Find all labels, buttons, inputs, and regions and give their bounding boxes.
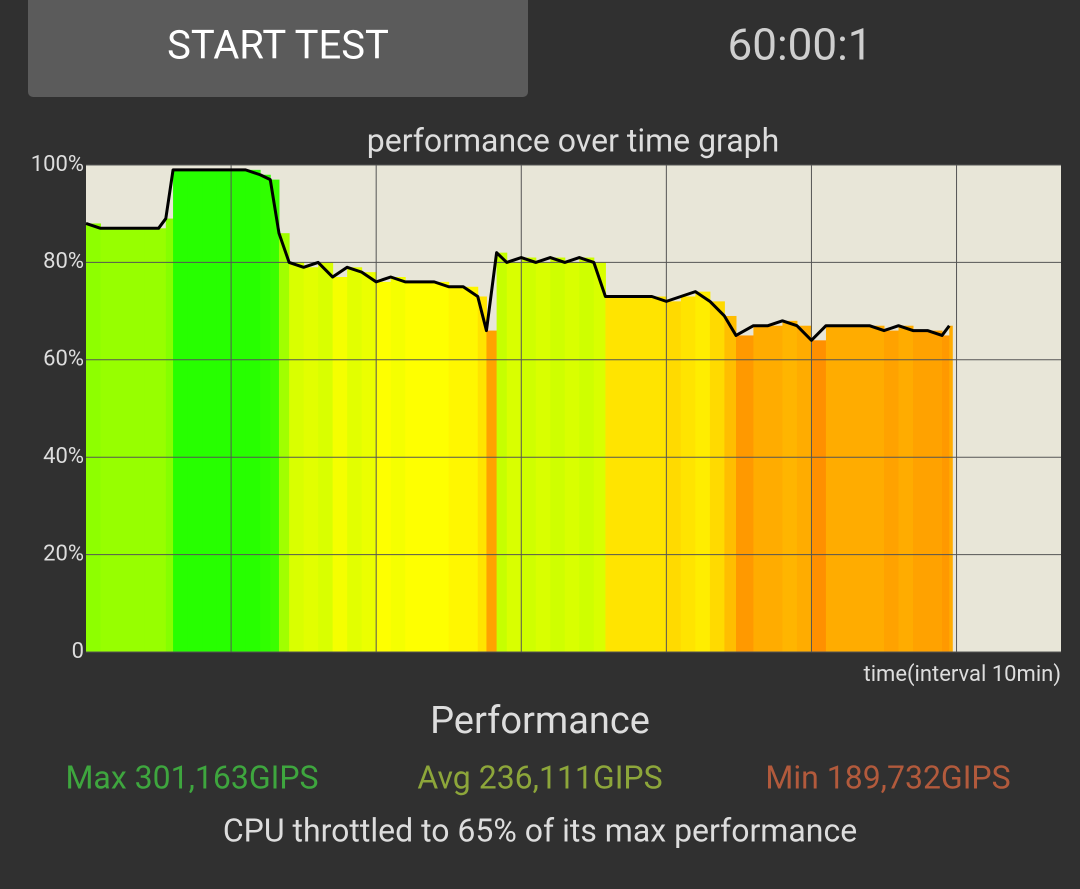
area-stripe: [477, 296, 487, 652]
area-stripe: [376, 281, 392, 652]
area-stripe: [767, 325, 783, 652]
area-stripe: [666, 301, 682, 652]
area-stripe: [463, 286, 479, 652]
area-stripe: [270, 179, 280, 653]
y-tick-label: 80%: [43, 249, 84, 274]
area-stripe: [419, 281, 435, 652]
area-stripe: [486, 330, 498, 652]
area-stripe: [521, 257, 537, 652]
area-stripe: [361, 272, 377, 652]
area-stripe: [913, 330, 929, 652]
area-stripe: [854, 325, 870, 652]
area-stripe: [347, 267, 363, 652]
area-stripe: [303, 267, 319, 652]
area-stripe: [202, 169, 218, 652]
area-stripe: [579, 257, 595, 652]
area-stripe: [753, 325, 769, 652]
area-stripe: [927, 330, 943, 652]
area-stripe: [144, 228, 160, 652]
area-stripe: [680, 296, 696, 652]
area-stripe: [86, 223, 102, 652]
area-stripe: [898, 325, 914, 652]
x-axis-label: time(interval 10min): [864, 662, 1062, 687]
timer: 60:00:1: [728, 19, 873, 71]
performance-line: [85, 168, 951, 342]
area-stripe: [736, 335, 754, 652]
area-stripe: [724, 315, 737, 652]
area-stripe: [390, 277, 406, 652]
start-button-label[interactable]: START TEST: [167, 22, 389, 69]
area-stripe: [231, 169, 247, 652]
area-stripe: [605, 296, 624, 652]
area-stripe: [811, 340, 827, 652]
area-stripe: [949, 325, 953, 652]
area-stripe: [216, 169, 232, 652]
area-stripe: [129, 228, 145, 652]
area-stripe: [173, 169, 189, 652]
area-stripe: [158, 228, 167, 652]
area-stripe: [550, 257, 566, 652]
y-tick-label: 0: [72, 639, 84, 664]
area-stripe: [332, 277, 348, 652]
summary-note: CPU throttled to 65% of its max performa…: [223, 811, 857, 849]
area-stripe: [695, 291, 711, 652]
area-stripe: [245, 169, 261, 652]
summary-heading: Performance: [430, 699, 650, 743]
area-stripe: [165, 218, 174, 652]
area-stripe: [709, 301, 725, 652]
area-stripe: [260, 174, 271, 653]
area-stripe: [405, 281, 421, 652]
y-tick-label: 60%: [43, 347, 84, 372]
stat: Min 189,732GIPS: [765, 758, 1010, 796]
y-tick-label: 40%: [43, 444, 84, 469]
area-stripe: [434, 281, 450, 652]
stat: Avg 236,111GIPS: [417, 758, 662, 796]
area-stripe: [100, 228, 116, 652]
area-stripe: [883, 330, 899, 652]
area-stripe: [796, 325, 812, 652]
start-button[interactable]: [28, 0, 528, 97]
area-stripe: [622, 296, 638, 652]
area-stripe: [496, 252, 508, 652]
area-stripe: [187, 169, 203, 652]
area-stripe: [278, 233, 290, 652]
area-stripe: [637, 296, 653, 652]
area-stripe: [942, 335, 950, 652]
area-stripe: [448, 286, 464, 652]
area-stripe: [825, 325, 841, 652]
y-tick-label: 100%: [31, 152, 84, 177]
area-stripe: [782, 320, 798, 652]
area-stripe: [651, 296, 667, 652]
y-tick-label: 20%: [43, 541, 84, 566]
stat: Max 301,163GIPS: [65, 758, 318, 796]
area-stripe: [115, 228, 131, 652]
area-stripe: [840, 325, 856, 652]
area-stripe: [869, 325, 885, 652]
chart-title: performance over time graph: [367, 121, 780, 159]
